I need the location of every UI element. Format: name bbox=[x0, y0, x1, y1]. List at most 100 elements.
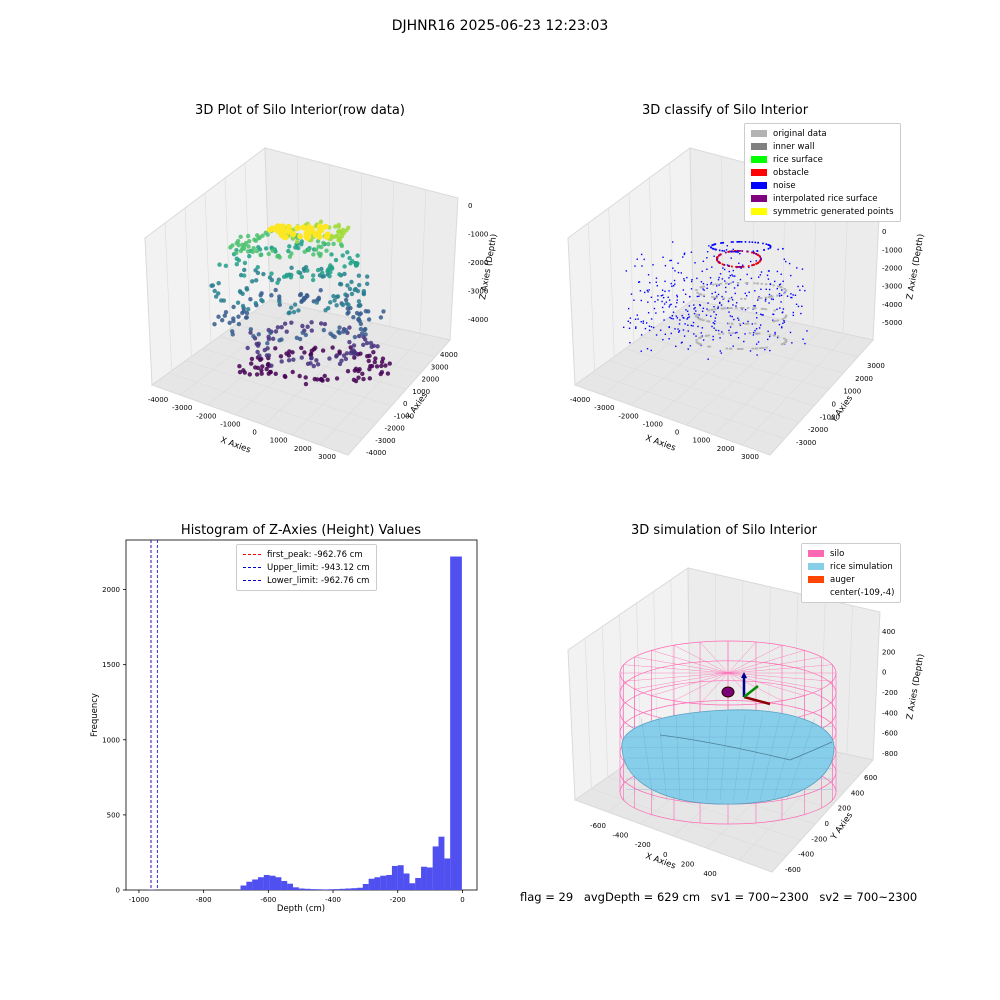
noise-point bbox=[663, 303, 666, 305]
scatter-point bbox=[236, 242, 241, 248]
scatter-point bbox=[309, 356, 314, 361]
noise-point bbox=[802, 285, 804, 287]
noise-point bbox=[758, 327, 761, 329]
noise-point bbox=[625, 270, 628, 272]
noise-point bbox=[751, 323, 754, 325]
noise-point bbox=[729, 315, 732, 317]
figure-title: DJHNR16 2025-06-23 12:23:03 bbox=[391, 18, 609, 34]
original-point bbox=[764, 308, 768, 311]
silo-spoke bbox=[623, 664, 729, 674]
noise-point bbox=[652, 326, 655, 329]
scatter-point bbox=[273, 329, 279, 334]
scatter-point bbox=[368, 340, 374, 346]
scatter-point bbox=[309, 348, 314, 354]
scatter-point bbox=[348, 345, 353, 350]
noise-point bbox=[772, 313, 775, 316]
scatter-point bbox=[269, 363, 274, 368]
noise-point bbox=[790, 296, 792, 299]
noise-point bbox=[705, 314, 708, 316]
scatter-point bbox=[360, 371, 365, 376]
noise-point bbox=[686, 318, 688, 320]
noise-point bbox=[804, 289, 806, 292]
legend-label: Lower_limit: -962.76 cm bbox=[267, 575, 370, 586]
noise-point bbox=[786, 295, 789, 297]
scatter-point bbox=[286, 358, 292, 363]
scatter-point bbox=[275, 325, 281, 330]
scatter-point bbox=[266, 334, 271, 340]
panel2-title: 3D classify of Silo Interior bbox=[641, 103, 809, 118]
noise-point bbox=[636, 314, 638, 316]
original-point bbox=[739, 347, 742, 350]
noise-point bbox=[752, 331, 755, 334]
scatter-point bbox=[245, 233, 251, 239]
histogram-bar bbox=[281, 880, 288, 890]
p2-xtick: 0 bbox=[675, 429, 679, 437]
scatter-point bbox=[320, 348, 326, 353]
noise-point bbox=[719, 301, 721, 304]
scatter-point bbox=[256, 244, 261, 250]
scatter-point bbox=[373, 356, 378, 361]
noise-point bbox=[725, 249, 728, 251]
original-point bbox=[781, 318, 784, 320]
noise-point bbox=[696, 295, 699, 298]
noise-point bbox=[751, 241, 754, 243]
noise-point bbox=[789, 331, 792, 334]
p2-ztick: -5000 bbox=[882, 319, 902, 327]
legend-item: center(-109,-4) bbox=[808, 586, 894, 599]
histogram-bar bbox=[269, 875, 276, 890]
original-point bbox=[748, 332, 752, 334]
noise-point bbox=[716, 295, 718, 297]
rice-ridge bbox=[659, 734, 833, 761]
histogram-bar bbox=[438, 836, 445, 890]
noise-point bbox=[731, 274, 733, 276]
scatter-point bbox=[366, 317, 372, 322]
grid-line bbox=[630, 311, 745, 406]
silo-spoke bbox=[727, 672, 833, 682]
noise-point bbox=[719, 337, 721, 339]
noise-point bbox=[697, 316, 699, 319]
scatter-point bbox=[337, 272, 342, 277]
original-point bbox=[728, 347, 732, 350]
noise-point bbox=[757, 241, 759, 244]
noise-point bbox=[693, 312, 696, 315]
scatter-point bbox=[345, 283, 350, 288]
scatter-point bbox=[329, 252, 334, 257]
noise-point bbox=[675, 306, 677, 308]
noise-point bbox=[627, 320, 629, 322]
scatter-point bbox=[260, 233, 265, 238]
scatter-point bbox=[248, 330, 253, 335]
noise-point bbox=[739, 278, 742, 281]
scatter-point bbox=[363, 308, 369, 314]
p4-ytick: -200 bbox=[811, 835, 827, 843]
scatter-point bbox=[372, 359, 377, 365]
original-point bbox=[782, 292, 786, 295]
noise-point bbox=[755, 328, 758, 330]
noise-point bbox=[745, 295, 748, 297]
original-point bbox=[742, 307, 745, 309]
noise-point bbox=[713, 243, 716, 246]
noise-point bbox=[714, 297, 716, 300]
legend-swatch bbox=[751, 195, 767, 202]
scatter-point bbox=[289, 320, 294, 325]
p1-ytick: -3000 bbox=[375, 437, 395, 445]
silo-spoke bbox=[699, 672, 729, 705]
legend-label: rice surface bbox=[773, 154, 823, 165]
noise-point bbox=[715, 248, 717, 251]
noise-point bbox=[683, 279, 686, 282]
obstacle-point bbox=[718, 261, 721, 264]
scatter-point bbox=[340, 253, 345, 258]
noise-point bbox=[768, 244, 770, 246]
noise-point bbox=[680, 272, 683, 274]
original-point bbox=[699, 343, 703, 346]
scatter-point bbox=[299, 274, 305, 280]
scatter-point bbox=[343, 356, 349, 362]
original-point bbox=[729, 282, 733, 285]
scatter-point bbox=[277, 299, 282, 304]
scatter-point bbox=[279, 231, 286, 238]
noise-point bbox=[710, 246, 713, 249]
p1-ytick: 2000 bbox=[422, 376, 440, 384]
scatter-point bbox=[279, 337, 284, 342]
scatter-point bbox=[229, 329, 235, 334]
noise-point bbox=[774, 331, 776, 334]
